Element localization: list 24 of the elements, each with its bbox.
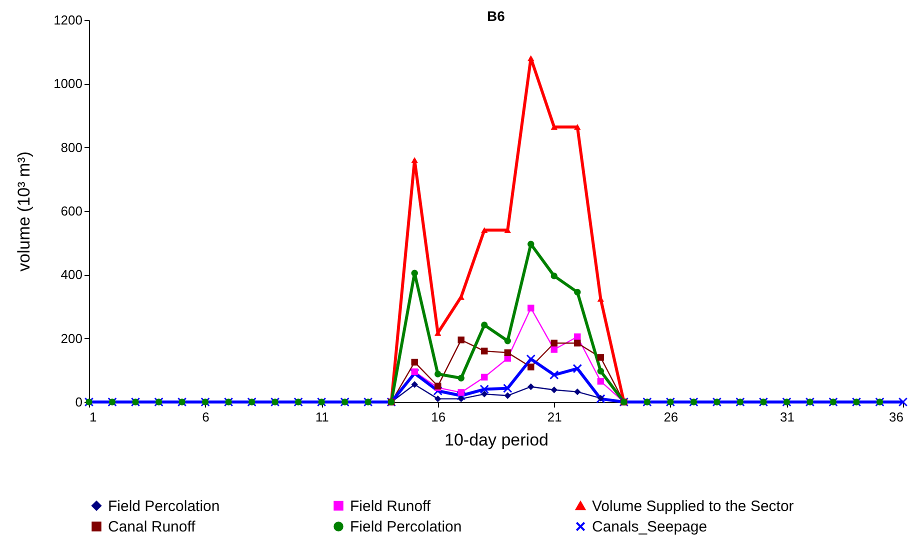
x-tick-label: 31: [780, 410, 794, 424]
x-tick-label: 1: [90, 410, 97, 424]
x-tick-label: 36: [889, 410, 904, 424]
y-tick-label: 400: [60, 267, 82, 282]
legend-label: Field Runoff: [350, 498, 432, 515]
y-tick-label: 600: [60, 204, 82, 218]
x-tick-label: 26: [664, 410, 678, 424]
x-tick-label: 6: [202, 410, 210, 424]
legend-label: Canal Runoff: [108, 518, 196, 536]
x-axis-title: 10-day period: [444, 430, 548, 450]
legend-label: Volume Supplied to the Sector: [592, 498, 794, 515]
y-tick-label: 200: [60, 330, 82, 346]
x-tick-label: 21: [547, 410, 562, 424]
y-axis-title: volume (10³ m³): [14, 152, 34, 272]
y-tick-label: 1000: [54, 76, 82, 92]
chart-title: B6: [487, 8, 506, 24]
y-tick-label: 0: [75, 394, 82, 410]
legend-label: Field Percolation: [350, 518, 462, 536]
legend-label: Field Percolation: [108, 498, 220, 515]
legend-label: Canals_Seepage: [592, 518, 708, 536]
x-tick-label: 16: [431, 410, 446, 424]
y-tick-label: 1200: [54, 12, 82, 28]
y-tick-label: 800: [60, 140, 82, 155]
x-tick-label: 11: [315, 410, 329, 424]
